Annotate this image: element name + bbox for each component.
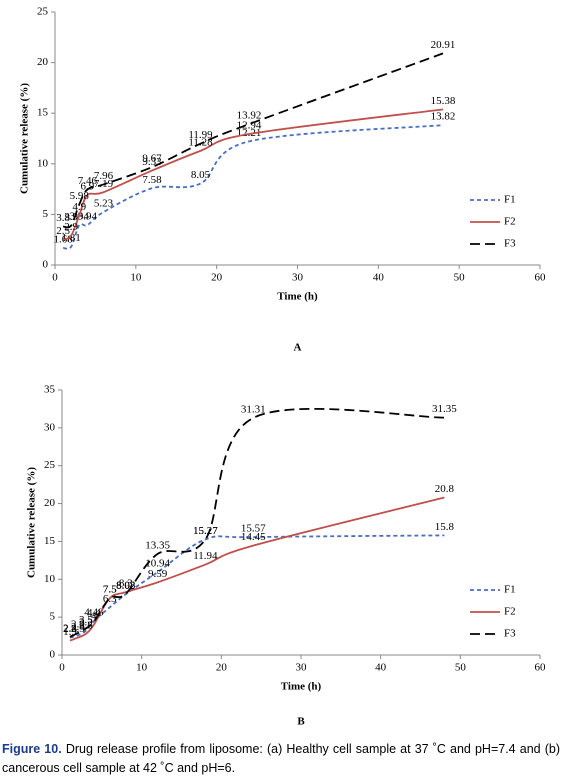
- y-tick-label: 5: [43, 208, 49, 220]
- data-label: 3.94: [78, 211, 98, 223]
- data-label: 7.5: [103, 584, 117, 596]
- data-label: 7.5: [103, 584, 117, 596]
- y-tick-label: 0: [50, 649, 56, 661]
- y-axis-label: Cumulative release (%): [19, 83, 31, 194]
- x-tick-label: 20: [216, 662, 228, 674]
- legend-label: F1: [504, 584, 516, 596]
- y-tick-label: 25: [44, 459, 56, 471]
- data-label: 3.9: [64, 211, 78, 223]
- data-label: 8.08: [116, 579, 136, 591]
- y-tick-label: 30: [44, 421, 56, 433]
- legend-label: F3: [504, 238, 516, 250]
- panel-label: B: [297, 716, 305, 728]
- data-label: 15.38: [431, 95, 456, 107]
- data-label: 3.5: [79, 614, 93, 626]
- data-label: 15.57: [241, 523, 266, 535]
- series-line: [69, 407, 445, 638]
- x-tick-label: 30: [292, 272, 304, 284]
- data-label: 13.82: [431, 111, 456, 123]
- data-label: 10.94: [145, 558, 170, 570]
- x-tick-label: 0: [52, 272, 58, 284]
- series-line: [62, 52, 444, 229]
- y-tick-label: 0: [43, 259, 49, 271]
- legend-label: F1: [504, 194, 516, 206]
- data-label: 15.27: [193, 525, 218, 537]
- x-tick-label: 50: [455, 662, 467, 674]
- y-tick-label: 25: [37, 6, 49, 18]
- data-label: 6.9: [80, 181, 94, 193]
- data-label: 9.59: [148, 568, 168, 580]
- x-tick-label: 40: [375, 662, 387, 674]
- data-label: 20.8: [435, 483, 455, 495]
- x-tick-label: 60: [535, 272, 547, 284]
- data-label: 14.45: [241, 531, 266, 543]
- y-tick-label: 15: [37, 107, 49, 119]
- data-label: 15.27: [193, 525, 218, 537]
- data-label: 5.23: [94, 198, 114, 210]
- data-label: 2.3: [63, 623, 77, 635]
- data-label: 2.3: [71, 623, 85, 635]
- series-line: [69, 496, 445, 642]
- data-label: 11.28: [188, 136, 213, 148]
- data-label: 2.5: [56, 225, 70, 237]
- series-line: [62, 108, 444, 241]
- data-label: 2.6: [71, 621, 85, 633]
- data-label: 7.46: [78, 175, 98, 187]
- data-label: 15.8: [435, 521, 455, 533]
- y-tick-label: 20: [44, 497, 56, 509]
- data-label: 1.81: [62, 232, 81, 244]
- caption: Figure 10. Drug release profile from lip…: [2, 740, 560, 778]
- x-tick-label: 10: [130, 272, 142, 284]
- data-label: 13.35: [145, 539, 170, 551]
- data-label: 2.4: [63, 622, 77, 634]
- data-label: 31.31: [241, 403, 266, 415]
- caption-text: Drug release profile from liposome: (a) …: [2, 742, 560, 775]
- panel-label: A: [294, 342, 302, 354]
- y-tick-label: 5: [50, 611, 56, 623]
- y-tick-label: 10: [44, 573, 56, 585]
- y-tick-label: 20: [37, 56, 49, 68]
- data-label: 11.99: [188, 129, 213, 141]
- y-axis-label: Cumulative release (%): [26, 467, 38, 578]
- data-label: 31.35: [432, 403, 457, 415]
- series-line: [69, 534, 445, 639]
- data-label: 5.98: [70, 190, 90, 202]
- x-tick-label: 10: [136, 662, 148, 674]
- data-label: 13.92: [237, 110, 262, 122]
- data-label: 4.4: [87, 607, 101, 619]
- x-axis-label: Time (h): [277, 291, 318, 303]
- data-label: 3.8: [56, 212, 70, 224]
- x-tick-label: 50: [454, 272, 466, 284]
- x-tick-label: 20: [211, 272, 223, 284]
- series-line: [62, 124, 444, 250]
- data-label: 8.3: [119, 578, 133, 590]
- data-label: 2.9: [64, 221, 78, 233]
- data-label: 2.8: [79, 619, 93, 631]
- data-label: 4: [91, 610, 97, 622]
- x-tick-label: 60: [535, 662, 547, 674]
- legend-label: F3: [504, 628, 516, 640]
- x-tick-label: 0: [59, 662, 65, 674]
- legend-label: F2: [504, 606, 516, 618]
- x-tick-label: 40: [373, 272, 385, 284]
- y-tick-label: 35: [44, 384, 56, 396]
- data-label: 7.96: [94, 170, 114, 182]
- y-tick-label: 15: [44, 535, 56, 547]
- data-label: 4.9: [72, 201, 86, 213]
- legend-label: F2: [504, 216, 516, 228]
- y-tick-label: 10: [37, 157, 49, 169]
- data-label: 8.05: [191, 169, 211, 181]
- data-label: 9.67: [142, 153, 162, 165]
- data-label: 7.58: [142, 174, 162, 186]
- data-label: 2.9: [71, 619, 85, 631]
- caption-label: Figure 10.: [2, 742, 62, 756]
- x-tick-label: 30: [296, 662, 308, 674]
- x-axis-label: Time (h): [281, 681, 322, 693]
- data-label: 20.91: [431, 39, 456, 51]
- data-label: 11.94: [193, 550, 218, 562]
